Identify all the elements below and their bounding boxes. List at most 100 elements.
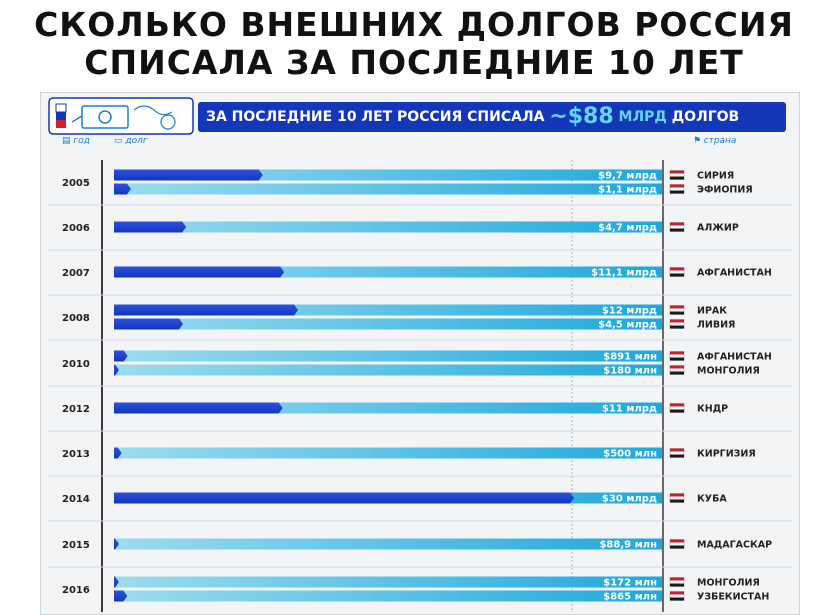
bar — [114, 183, 131, 195]
flag-stripe — [670, 190, 684, 194]
flag-stripe — [670, 351, 684, 355]
bar-track — [114, 169, 662, 181]
banner-unit: МЛРД — [613, 109, 667, 125]
year-label: 2012 — [62, 404, 90, 415]
bar-track — [114, 304, 662, 316]
bar — [114, 538, 119, 550]
flag-stripe — [670, 597, 684, 601]
bar — [114, 576, 119, 588]
flag-stripe — [670, 184, 684, 188]
flag-stripe — [670, 403, 684, 407]
value-label: $1,1 млрд — [598, 185, 657, 196]
bar-track — [114, 364, 662, 376]
value-label: $88,9 млн — [599, 540, 657, 551]
bar-track — [114, 590, 662, 602]
bar-track — [114, 576, 662, 588]
value-label: $180 млн — [603, 366, 657, 377]
country-label: МОНГОЛИЯ — [697, 578, 760, 589]
country-label: КНДР — [697, 404, 728, 415]
country-label: АЛЖИР — [697, 223, 739, 234]
chart-title-line2: СПИСАЛА ЗА ПОСЛЕДНИЕ 10 ЛЕТ — [84, 43, 744, 82]
value-label: $11 млрд — [602, 404, 657, 415]
year-label: 2015 — [62, 540, 90, 551]
year-label: 2005 — [62, 178, 90, 189]
country-label: АФГАНИСТАН — [697, 352, 772, 363]
flag-stripe — [670, 325, 684, 329]
bar-track — [114, 538, 662, 550]
bar-track — [114, 447, 662, 459]
year-label: 2010 — [62, 359, 90, 370]
flag-stripe — [670, 228, 684, 232]
flag-stripe — [670, 577, 684, 581]
year-label: 2013 — [62, 449, 90, 460]
country-label: МАДАГАСКАР — [697, 540, 772, 551]
country-label: АФГАНИСТАН — [697, 268, 772, 279]
country-label: ЛИВИЯ — [697, 320, 735, 331]
chart-title-line1: СКОЛЬКО ВНЕШНИХ ДОЛГОВ РОССИЯ — [34, 5, 794, 44]
bar — [114, 447, 122, 459]
flag-stripe — [670, 583, 684, 587]
bar — [114, 221, 187, 233]
bar — [114, 590, 128, 602]
value-label: $172 млн — [603, 578, 657, 589]
country-label: ИРАК — [697, 306, 727, 317]
flag-stripe — [670, 176, 684, 180]
country-label: МОНГОЛИЯ — [697, 366, 760, 377]
bar-track — [114, 266, 662, 278]
debt-header-label: долг — [125, 136, 148, 146]
country-column-header: ⚑ страна — [694, 136, 737, 146]
banner-suffix: ДОЛГОВ — [666, 109, 740, 125]
bar — [114, 266, 285, 278]
bar — [114, 350, 128, 362]
bar — [114, 492, 574, 504]
year-label: 2016 — [62, 585, 90, 596]
bar — [114, 402, 283, 414]
flag-stripe — [670, 493, 684, 497]
year-column-header: ▤ год — [62, 136, 90, 146]
bar — [114, 318, 183, 330]
value-label: $865 млн — [603, 592, 657, 603]
flag-stripe — [670, 273, 684, 277]
bar — [114, 364, 119, 376]
flag-stripe — [670, 357, 684, 361]
bar-track — [114, 350, 662, 362]
value-label: $500 млн — [603, 449, 657, 460]
value-label: $4,7 млрд — [598, 223, 657, 234]
year-label: 2006 — [62, 223, 90, 234]
country-label: КУБА — [697, 494, 727, 505]
flag-stripe — [670, 319, 684, 323]
value-label: $4,5 млрд — [598, 320, 657, 331]
russia-money-badge-icon — [48, 97, 194, 135]
country-header-label: страна — [703, 136, 737, 146]
value-label: $891 млн — [603, 352, 657, 363]
flag-stripe — [670, 539, 684, 543]
summary-banner-text: ЗА ПОСЛЕДНИЕ 10 ЛЕТ РОССИЯ СПИСАЛА ~$88 … — [206, 104, 740, 129]
value-label: $12 млрд — [602, 306, 657, 317]
flag-stripe — [670, 591, 684, 595]
debt-column-header: ▭ долг — [114, 136, 148, 146]
value-label: $30 млрд — [602, 494, 657, 505]
flag-stripe — [670, 545, 684, 549]
bar-track — [114, 402, 662, 414]
flag-stripe — [670, 170, 684, 174]
year-header-label: год — [73, 136, 90, 146]
value-label: $11,1 млрд — [591, 268, 657, 279]
flag-stripe — [670, 305, 684, 309]
flag-stripe — [670, 365, 684, 369]
flag-stripe — [670, 311, 684, 315]
flag-stripe — [670, 222, 684, 226]
year-label: 2014 — [62, 494, 90, 505]
banner-prefix: ЗА ПОСЛЕДНИЕ 10 ЛЕТ РОССИЯ СПИСАЛА — [206, 109, 550, 125]
flag-stripe — [670, 448, 684, 452]
bar-track — [114, 318, 662, 330]
bar — [114, 169, 263, 181]
bar-track — [114, 221, 662, 233]
value-label: $9,7 млрд — [598, 171, 657, 182]
country-label: КИРГИЗИЯ — [697, 449, 756, 460]
bar — [114, 304, 298, 316]
year-label: 2008 — [62, 313, 90, 324]
banner-amount: ~$88 — [549, 104, 614, 129]
flag-stripe — [670, 267, 684, 271]
flag-stripe — [670, 499, 684, 503]
